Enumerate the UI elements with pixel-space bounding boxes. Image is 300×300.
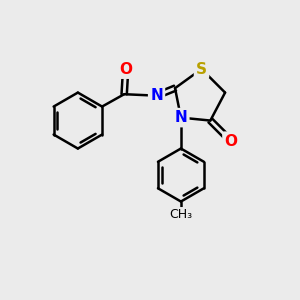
Text: O: O [119, 62, 132, 77]
Text: S: S [196, 61, 207, 76]
Text: CH₃: CH₃ [169, 208, 193, 221]
Text: N: N [150, 88, 163, 103]
Text: O: O [224, 134, 238, 149]
Text: N: N [175, 110, 187, 125]
